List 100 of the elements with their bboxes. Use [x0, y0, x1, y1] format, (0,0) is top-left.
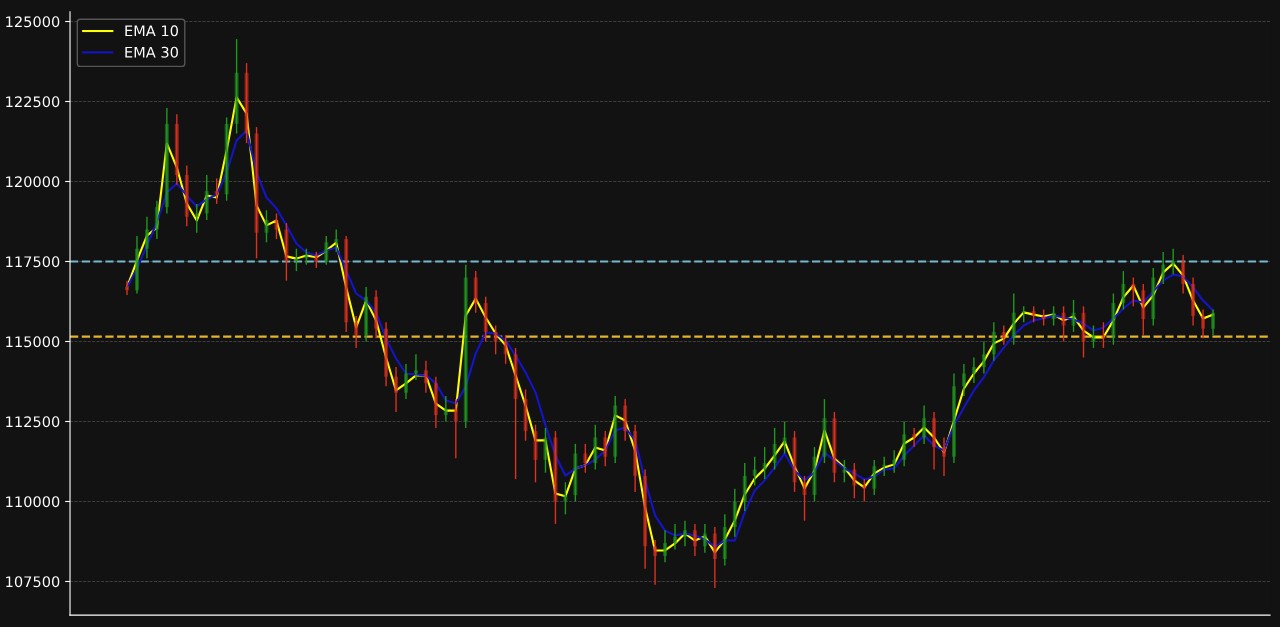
candlestick [224, 116, 229, 202]
candlestick [573, 443, 578, 503]
candlestick [334, 228, 339, 253]
candlestick [623, 398, 628, 442]
candlestick [433, 376, 438, 429]
candlestick [1091, 324, 1096, 349]
candlestick [274, 212, 279, 240]
candlestick [413, 353, 418, 381]
candlestick [134, 235, 139, 295]
candlestick [1071, 299, 1076, 333]
candlestick [971, 356, 976, 384]
candlestick [394, 366, 399, 413]
y-tick-label: 122500 [6, 96, 60, 108]
candlestick [1201, 308, 1206, 339]
candlestick [722, 513, 727, 567]
candlestick [244, 62, 249, 144]
candlestick [593, 424, 598, 471]
candlestick [234, 38, 239, 135]
candlestick [1181, 254, 1186, 295]
candlestick [912, 427, 917, 448]
candlestick [1111, 292, 1116, 346]
candlestick [1061, 305, 1066, 343]
candlestick [802, 475, 807, 522]
legend-label: EMA 30 [125, 46, 178, 58]
candlestick [214, 177, 219, 205]
candlestick [613, 395, 618, 464]
candlestick [374, 289, 379, 339]
candlestick [663, 529, 668, 563]
candlestick [463, 264, 468, 429]
candlestick [872, 459, 877, 496]
candlestick [1151, 267, 1156, 327]
candlestick [1101, 321, 1106, 349]
candlestick [523, 388, 528, 442]
candlestick [742, 462, 747, 512]
candlestick [682, 519, 687, 547]
candlestick [1141, 283, 1146, 336]
candlestick [443, 395, 448, 423]
candlestick [603, 430, 608, 467]
candlestick [503, 334, 508, 365]
candlestick [125, 280, 129, 296]
candlestick [453, 398, 458, 459]
candlestick [653, 539, 658, 586]
candlestick [772, 427, 777, 471]
candlestick [981, 340, 986, 375]
candlestick [473, 270, 478, 314]
candlestick [822, 398, 827, 464]
candlestick [991, 321, 996, 362]
candlestick [164, 107, 169, 215]
candlestick [154, 200, 159, 240]
candlestick [922, 404, 927, 445]
candlestick [354, 315, 359, 349]
candlestick [583, 443, 588, 474]
y-tick-label: 125000 [6, 16, 60, 28]
candlestick [762, 446, 767, 480]
candlestick [732, 487, 737, 538]
candlestick [862, 478, 867, 503]
candlestick [553, 430, 558, 525]
y-tick-label: 117500 [6, 256, 60, 268]
candlestick [1011, 292, 1016, 346]
candlestick [364, 286, 369, 343]
y-tick-label: 120000 [6, 176, 60, 188]
candlestick [384, 321, 389, 387]
candlestick [1191, 276, 1196, 327]
candlestick [842, 459, 847, 483]
candlestick [951, 372, 956, 464]
candlestick [1131, 276, 1136, 307]
candlestick [144, 216, 149, 259]
candlestick [692, 523, 697, 557]
candlestick [1161, 251, 1166, 285]
candlestick [543, 427, 548, 474]
candlestick [513, 347, 518, 480]
candlestick [942, 436, 946, 477]
candlestick [752, 455, 757, 487]
candlestick [423, 360, 428, 394]
y-tick-label: 112500 [6, 416, 60, 428]
candlestick [643, 468, 648, 570]
candlestick [673, 523, 677, 551]
candlestick [633, 424, 638, 493]
candlestick [1001, 324, 1006, 346]
candlestick [533, 424, 538, 483]
candlestick [961, 363, 966, 397]
candlestick [1051, 305, 1056, 327]
legend-label: EMA 10 [125, 25, 178, 37]
candlestick [792, 430, 797, 493]
candlestick [563, 481, 568, 515]
y-tick-label: 110000 [6, 496, 60, 508]
candlestick [403, 363, 408, 400]
candlestick [782, 420, 787, 455]
candlestick [832, 411, 837, 483]
candlestick [284, 222, 289, 282]
candlestick [902, 420, 907, 467]
y-tick-label: 115000 [6, 336, 60, 348]
candlestick [344, 235, 349, 333]
candlestick [294, 248, 299, 272]
candlestick [324, 235, 329, 266]
candlestick [184, 164, 189, 227]
y-tick-label: 107500 [6, 576, 60, 588]
candlestick [174, 113, 179, 186]
candlestick [892, 449, 897, 474]
candlestick [932, 411, 937, 471]
